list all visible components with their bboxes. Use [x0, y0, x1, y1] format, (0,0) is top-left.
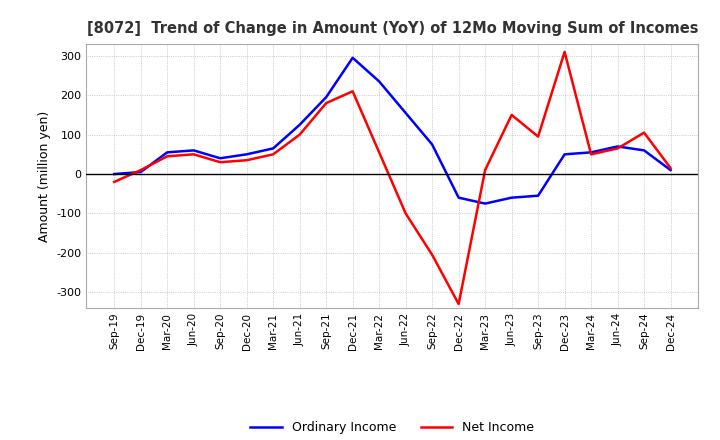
- Ordinary Income: [136, 169, 145, 175]
- Ordinary Income: [243, 152, 251, 157]
- Ordinary Income: [428, 142, 436, 147]
- Ordinary Income: [640, 148, 649, 153]
- Ordinary Income: [110, 172, 119, 177]
- Net Income: [189, 152, 198, 157]
- Ordinary Income: [189, 148, 198, 153]
- Ordinary Income: [163, 150, 171, 155]
- Ordinary Income: [666, 168, 675, 173]
- Net Income: [613, 146, 622, 151]
- Net Income: [243, 158, 251, 163]
- Ordinary Income: [348, 55, 357, 60]
- Net Income: [666, 165, 675, 171]
- Net Income: [269, 152, 277, 157]
- Title: [8072]  Trend of Change in Amount (YoY) of 12Mo Moving Sum of Incomes: [8072] Trend of Change in Amount (YoY) o…: [86, 21, 698, 36]
- Net Income: [640, 130, 649, 135]
- Ordinary Income: [534, 193, 542, 198]
- Net Income: [322, 100, 330, 106]
- Ordinary Income: [560, 152, 569, 157]
- Net Income: [401, 211, 410, 216]
- Net Income: [587, 152, 595, 157]
- Ordinary Income: [613, 144, 622, 149]
- Ordinary Income: [401, 110, 410, 116]
- Ordinary Income: [295, 122, 304, 128]
- Y-axis label: Amount (million yen): Amount (million yen): [38, 110, 51, 242]
- Net Income: [534, 134, 542, 139]
- Legend: Ordinary Income, Net Income: Ordinary Income, Net Income: [246, 416, 539, 439]
- Net Income: [560, 49, 569, 55]
- Net Income: [295, 132, 304, 137]
- Ordinary Income: [481, 201, 490, 206]
- Net Income: [481, 168, 490, 173]
- Ordinary Income: [454, 195, 463, 200]
- Net Income: [163, 154, 171, 159]
- Ordinary Income: [375, 79, 384, 84]
- Net Income: [136, 168, 145, 173]
- Ordinary Income: [587, 150, 595, 155]
- Ordinary Income: [322, 95, 330, 100]
- Ordinary Income: [216, 156, 225, 161]
- Net Income: [375, 150, 384, 155]
- Net Income: [508, 112, 516, 117]
- Ordinary Income: [269, 146, 277, 151]
- Net Income: [216, 160, 225, 165]
- Line: Ordinary Income: Ordinary Income: [114, 58, 670, 204]
- Ordinary Income: [508, 195, 516, 200]
- Line: Net Income: Net Income: [114, 52, 670, 304]
- Net Income: [348, 88, 357, 94]
- Net Income: [454, 301, 463, 307]
- Net Income: [428, 252, 436, 257]
- Net Income: [110, 179, 119, 184]
